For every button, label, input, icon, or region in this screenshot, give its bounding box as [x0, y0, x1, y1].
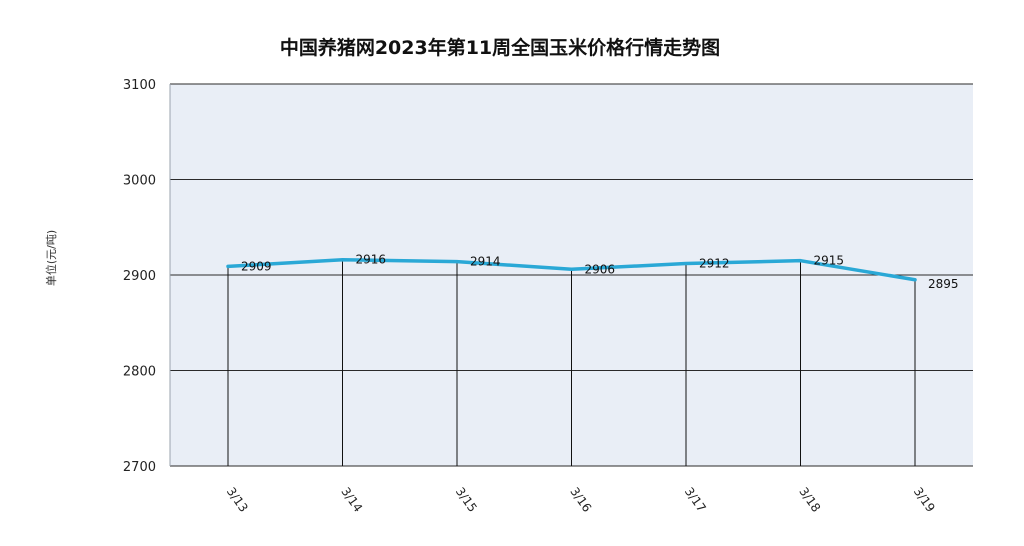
data-point: [341, 258, 344, 262]
y-tick-label: 2800: [123, 365, 156, 380]
x-tick-labels: 3/13 3/14 3/15 3/16 3/17 3/18 3/19: [224, 485, 938, 515]
x-tick-label: 3/14: [338, 485, 365, 515]
data-labels: 2909 2916 2914 2906 2912 2915 2895: [241, 253, 959, 291]
x-tick-label: 3/13: [224, 485, 251, 515]
data-point: [913, 278, 917, 282]
x-tick-label: 3/18: [796, 485, 823, 515]
data-point: [799, 259, 802, 263]
data-label: 2916: [356, 253, 387, 267]
y-tick-label: 2700: [123, 460, 156, 475]
data-point: [226, 264, 230, 268]
x-tick-label: 3/19: [911, 485, 938, 515]
data-point: [684, 262, 688, 266]
chart-title: 中国养猪网2023年第11周全国玉米价格行情走势图: [280, 36, 720, 59]
data-label: 2909: [241, 259, 272, 273]
data-label: 2906: [585, 262, 616, 276]
data-label: 2895: [928, 277, 959, 291]
data-point: [455, 260, 459, 264]
data-label: 2915: [814, 254, 845, 268]
series-line-group: [226, 257, 917, 282]
data-label: 2914: [470, 255, 501, 269]
data-point: [570, 267, 573, 271]
y-tick-label: 2900: [123, 269, 156, 284]
y-tick-label: 3100: [123, 78, 156, 93]
drop-lines: [227, 259, 916, 466]
x-tick-label: 3/15: [453, 485, 480, 515]
y-tick-label: 3000: [123, 174, 156, 189]
y-axis-label: 单位(元/吨): [44, 230, 58, 286]
x-tick-label: 3/16: [567, 485, 594, 515]
x-tick-label: 3/17: [682, 485, 709, 515]
data-label: 2912: [699, 257, 730, 271]
y-tick-labels: 3100 3000 2900 2800 2700: [123, 78, 156, 475]
